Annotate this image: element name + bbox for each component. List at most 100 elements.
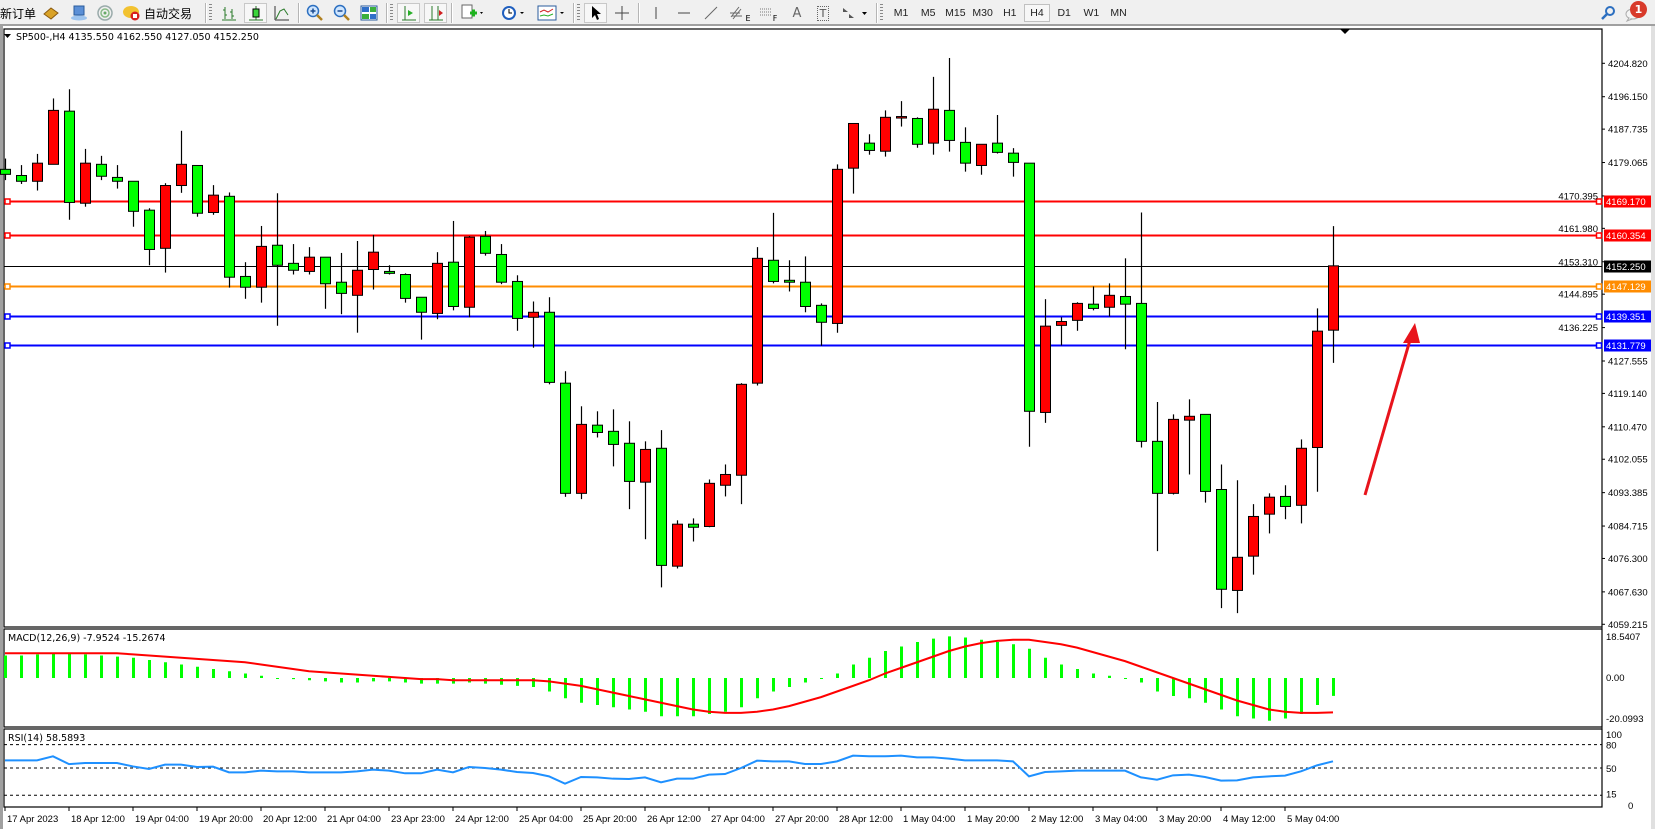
candle[interactable] [128,180,139,227]
timeframe-h1[interactable]: H1 [1003,7,1017,19]
candle[interactable] [624,421,635,510]
signal-icon[interactable] [94,3,116,23]
zoom-out-icon[interactable] [331,3,353,23]
candle[interactable] [1040,299,1051,423]
candle[interactable] [864,134,875,155]
timeframe-h4[interactable]: H4 [1024,4,1050,22]
level-anchor-left[interactable] [4,232,11,239]
timeframe-m5[interactable]: M5 [920,7,936,19]
candlestick-chart-icon[interactable] [244,3,267,23]
candle[interactable] [1008,148,1019,177]
time-axis[interactable]: 17 Apr 2023 18 Apr 12:00 19 Apr 04:00 19 Ap… [4,807,1339,825]
candle[interactable] [16,165,27,184]
candle[interactable] [752,247,763,386]
candle[interactable] [464,235,475,318]
chart-shift-icon[interactable] [424,3,447,23]
candle[interactable] [1232,480,1243,614]
candle[interactable] [32,153,43,191]
fibonacci-levels-tool[interactable]: F [756,3,780,23]
notification-badge[interactable]: 1 [1630,1,1647,18]
candle[interactable] [448,220,459,311]
auto-trading-button[interactable]: 自动交易 [122,3,202,23]
candle[interactable] [112,165,123,189]
candle[interactable] [928,76,939,155]
candle[interactable] [336,252,347,315]
candle[interactable] [1184,399,1195,475]
candle[interactable] [576,406,587,500]
candle[interactable] [432,252,443,320]
candle[interactable] [1296,439,1307,524]
candle[interactable] [1328,226,1339,363]
level-anchor-right[interactable] [1595,342,1603,349]
candle[interactable] [208,185,219,215]
line-chart-icon[interactable] [271,3,293,23]
zoom-in-icon[interactable] [304,3,326,23]
navigator-icon[interactable] [68,3,90,23]
candle[interactable] [352,240,363,333]
candle[interactable] [896,101,907,127]
candle[interactable] [784,260,795,292]
text-tool[interactable]: A [786,3,808,23]
candle[interactable] [1200,413,1211,503]
candle[interactable] [800,256,811,313]
candle[interactable] [944,57,955,152]
timeframe-mn[interactable]: MN [1110,7,1127,19]
search-icon[interactable] [1598,3,1618,23]
chart-menu-triangle-icon[interactable] [4,34,11,38]
candle[interactable] [880,110,891,157]
candle[interactable] [960,127,971,172]
candle[interactable] [560,371,571,497]
timeframe-d1[interactable]: D1 [1057,7,1071,19]
candle[interactable] [400,273,411,303]
tile-windows-icon[interactable] [358,3,380,23]
candle[interactable] [736,383,747,505]
candle[interactable] [768,212,779,284]
candle[interactable] [48,98,59,165]
level-anchor-left[interactable] [4,342,11,349]
candle[interactable] [144,208,155,266]
candle[interactable] [304,247,315,275]
timeframe-m15[interactable]: M15 [945,7,966,19]
market-watch-icon[interactable] [40,3,62,23]
candle[interactable] [1152,402,1163,552]
candle[interactable] [832,164,843,333]
new-order-button[interactable]: 新订单 [0,3,36,23]
candle[interactable] [992,115,1003,154]
candle[interactable] [320,256,331,309]
candle[interactable] [1136,212,1147,448]
candle[interactable] [480,230,491,256]
candle[interactable] [912,117,923,148]
candle[interactable] [608,409,619,467]
new-chart-button[interactable] [457,3,489,23]
candle[interactable] [288,244,299,275]
candle[interactable] [1216,464,1227,609]
candle[interactable] [512,275,523,331]
candle[interactable] [1024,162,1035,447]
level-anchor-right[interactable] [1595,283,1603,290]
candle[interactable] [1088,286,1099,311]
candle[interactable] [1264,493,1275,534]
candle[interactable] [64,89,75,220]
candle[interactable] [1312,308,1323,492]
timeframe-w1[interactable]: W1 [1083,7,1100,19]
trendline-tool[interactable] [700,3,722,23]
candle[interactable] [416,296,427,340]
horizontal-line-tool[interactable] [673,3,695,23]
level-anchor-left[interactable] [4,313,11,320]
candle[interactable] [592,411,603,438]
chart-shift-marker[interactable] [1340,29,1350,34]
level-anchor-left[interactable] [4,198,11,205]
candle[interactable] [720,464,731,497]
candle[interactable] [1280,485,1291,520]
candle[interactable] [544,297,555,385]
candle[interactable] [1056,317,1067,346]
vertical-line-tool[interactable] [645,3,667,23]
text-label-tool[interactable]: T [812,3,834,23]
level-anchor-left[interactable] [4,283,11,290]
candle[interactable] [688,518,699,542]
fibonacci-channel-tool[interactable]: E [728,3,752,23]
candle[interactable] [1072,302,1083,331]
candle[interactable] [640,441,651,540]
crosshair-tool[interactable] [611,3,633,23]
candle[interactable] [272,193,283,326]
